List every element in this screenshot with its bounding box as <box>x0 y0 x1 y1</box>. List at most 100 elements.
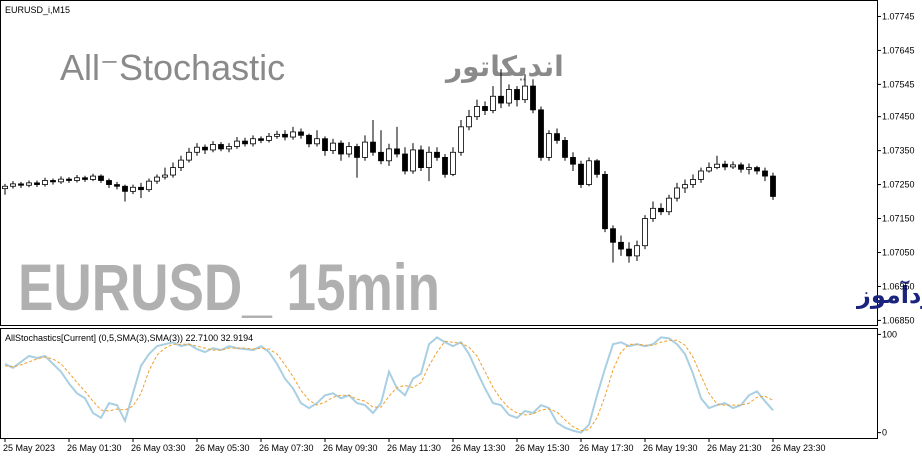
candle-body <box>330 142 336 152</box>
candle-body <box>130 186 136 192</box>
candle-body <box>586 160 592 185</box>
candle-body <box>642 218 648 247</box>
candle-body <box>674 187 680 199</box>
candle-body <box>730 164 736 168</box>
candle-body <box>122 185 128 192</box>
candle-body <box>146 180 152 191</box>
candle-body <box>570 156 576 165</box>
candle-body <box>506 89 512 104</box>
candle-body <box>338 142 344 155</box>
candle-body <box>98 175 104 181</box>
y-tick-label: 1.07645 <box>882 45 915 55</box>
y-tick-label: 100 <box>882 329 897 339</box>
candle-body <box>594 160 600 175</box>
candle-body <box>2 185 8 190</box>
x-tick-label: 26 May 11:30 <box>387 443 441 453</box>
y-tick-label: 1.06850 <box>882 315 915 325</box>
candle-body <box>322 138 328 152</box>
candle-body <box>458 126 464 153</box>
candle-body <box>290 131 296 138</box>
candle-body <box>602 173 608 230</box>
y-tick-label: 1.07350 <box>882 146 915 156</box>
candle-body <box>522 85 528 101</box>
y-tick-label: 1.07545 <box>882 79 915 89</box>
x-tick-label: 26 May 01:30 <box>67 443 122 453</box>
candle-body <box>562 140 568 158</box>
indicator-line <box>4 336 774 434</box>
x-tick-label: 26 May 15:30 <box>515 443 570 453</box>
candle-body <box>226 146 232 150</box>
candle-body <box>434 151 440 158</box>
candle-body <box>386 148 392 162</box>
y-tick-label: 0 <box>882 428 887 438</box>
candle-body <box>666 197 672 213</box>
candle-body <box>394 148 400 155</box>
y-tick-label: 1.07450 <box>882 112 915 122</box>
candle-body <box>154 176 160 182</box>
candle-body <box>90 175 96 180</box>
x-tick-label: 26 May 21:30 <box>707 443 762 453</box>
x-tick-label: 26 May 17:30 <box>579 443 634 453</box>
y-tick-label: 1.07745 <box>882 11 915 21</box>
candle-body <box>746 167 752 170</box>
candle-body <box>298 131 304 136</box>
candle-body <box>266 135 272 141</box>
candle-body <box>306 134 312 145</box>
candle-body <box>354 146 360 158</box>
candle-body <box>186 151 192 161</box>
candle-body <box>450 151 456 175</box>
candle-body <box>618 241 624 250</box>
x-tick-label: 26 May 09:30 <box>323 443 378 453</box>
candle-body <box>466 116 472 128</box>
x-tick-label: 26 May 07:30 <box>259 443 314 453</box>
candle-body <box>10 183 16 187</box>
main-pane <box>0 0 878 326</box>
symbol-label: EURUSD_i,M15 <box>5 5 70 15</box>
x-tick-label: 26 May 05:30 <box>195 443 250 453</box>
candle-body <box>714 163 720 168</box>
candle-body <box>282 133 288 138</box>
candle-body <box>722 163 728 168</box>
candle-body <box>682 184 688 189</box>
candle-body <box>66 178 72 181</box>
candle-body <box>82 177 88 180</box>
candle-body <box>378 151 384 162</box>
candle-body <box>410 149 416 172</box>
candle-body <box>58 178 64 183</box>
overlay-symbol: EURUSD_ 15min <box>18 250 440 324</box>
x-tick-label: 26 May 13:30 <box>451 443 506 453</box>
candle-body <box>26 182 32 186</box>
candle-body <box>482 106 488 111</box>
overlay-title: All⁻Stochastic <box>60 47 285 88</box>
candle-body <box>170 167 176 176</box>
candle-body <box>578 163 584 185</box>
candle-body <box>194 146 200 153</box>
candle-body <box>658 207 664 213</box>
candle-body <box>50 180 56 183</box>
candle-body <box>514 89 520 101</box>
y-tick-label: 1.07250 <box>882 180 915 190</box>
x-tick-label: 26 May 03:30 <box>131 443 186 453</box>
candle-body <box>490 95 496 111</box>
x-tick-label: 26 May 23:30 <box>771 443 826 453</box>
candle-body <box>274 133 280 137</box>
candle-body <box>426 151 432 168</box>
candle-body <box>706 167 712 172</box>
indicator-line <box>4 339 774 432</box>
candle-body <box>650 207 656 219</box>
candle-body <box>402 153 408 172</box>
candle-body <box>162 174 168 178</box>
candle-body <box>626 248 632 257</box>
candle-body <box>18 183 24 186</box>
y-tick-label: 1.07050 <box>882 247 915 257</box>
candle-body <box>258 138 264 141</box>
candle-body <box>754 167 760 172</box>
candle-body <box>234 140 240 147</box>
candle-body <box>114 184 120 187</box>
candle-body <box>610 228 616 243</box>
candle-body <box>42 180 48 185</box>
x-tick-label: 26 May 19:30 <box>643 443 698 453</box>
y-tick-label: 1.07150 <box>882 214 915 224</box>
candle-body <box>210 144 216 151</box>
